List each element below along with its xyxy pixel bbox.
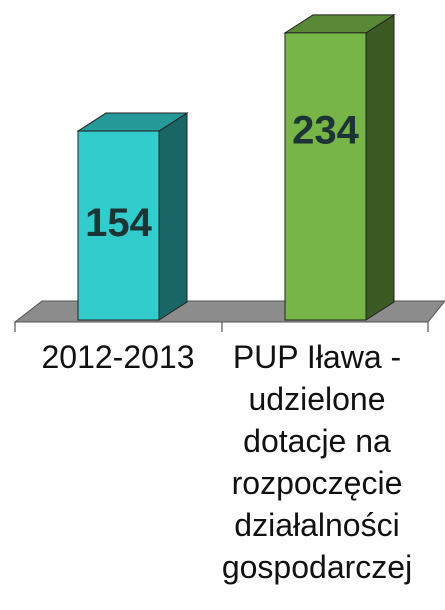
bar-side: [158, 112, 188, 321]
bar-side: [365, 13, 395, 321]
value-label: 234: [292, 108, 359, 152]
bar: [284, 32, 367, 321]
chart: 154 234: [13, 13, 445, 332]
category-label: PUP Iława - udzielone dotacje na rozpocz…: [221, 339, 413, 585]
bar: [77, 130, 160, 321]
value-label: 154: [85, 201, 152, 245]
category-label: 2012-2013: [41, 339, 195, 375]
